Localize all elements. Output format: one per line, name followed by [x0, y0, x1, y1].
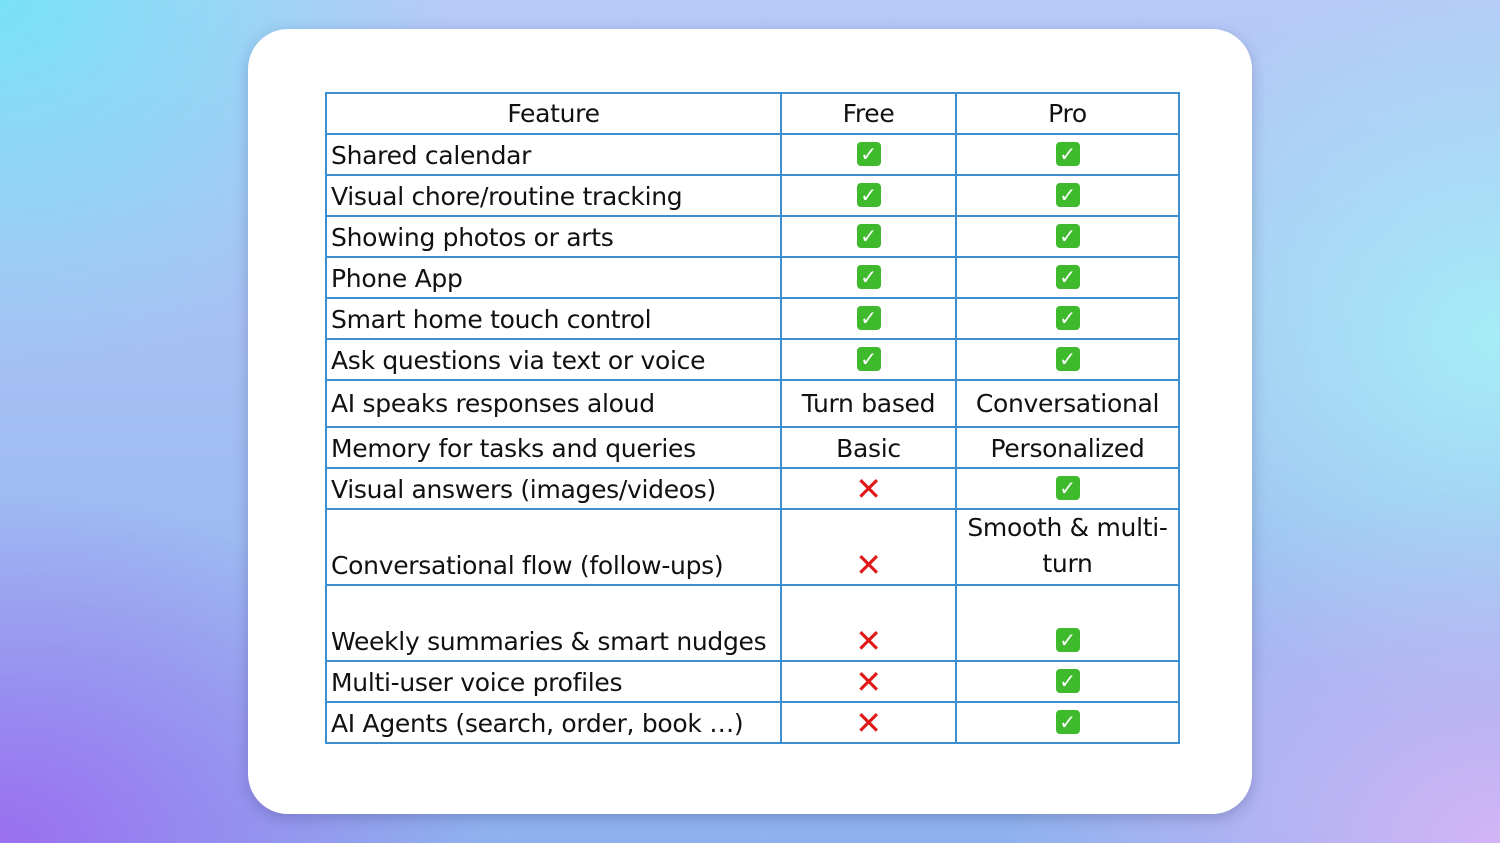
feature-cell: Shared calendar	[325, 133, 782, 176]
feature-cell: Weekly summaries & smart nudges	[325, 584, 782, 662]
header-feature: Feature	[325, 92, 782, 135]
feature-cell: Visual answers (images/videos)	[325, 467, 782, 510]
checkmark-icon: ✓	[856, 265, 881, 289]
free-cell: ✓	[780, 133, 957, 176]
checkmark-icon: ✓	[1055, 628, 1080, 652]
free-cell: ✕	[780, 508, 957, 586]
table-row: Weekly summaries & smart nudges ✕ ✓	[325, 584, 1180, 662]
checkmark-icon: ✓	[1055, 265, 1080, 289]
cross-icon: ✕	[855, 622, 882, 660]
checkmark-icon: ✓	[1055, 224, 1080, 248]
feature-cell: AI speaks responses aloud	[325, 379, 782, 428]
checkmark-icon: ✓	[1055, 142, 1080, 166]
free-cell: ✓	[780, 215, 957, 258]
pro-cell: ✓	[955, 584, 1180, 662]
checkmark-icon: ✓	[1055, 710, 1080, 734]
pro-cell: ✓	[955, 338, 1180, 381]
free-cell: Turn based	[780, 379, 957, 428]
free-cell: ✓	[780, 297, 957, 340]
free-cell: ✓	[780, 256, 957, 299]
pro-cell: Smooth & multi-turn	[955, 508, 1180, 586]
checkmark-icon: ✓	[1055, 476, 1080, 500]
feature-cell: Ask questions via text or voice	[325, 338, 782, 381]
feature-cell: Phone App	[325, 256, 782, 299]
checkmark-icon: ✓	[856, 142, 881, 166]
checkmark-icon: ✓	[1055, 183, 1080, 207]
table-row: Conversational flow (follow-ups) ✕ Smooth …	[325, 508, 1180, 586]
checkmark-icon: ✓	[856, 183, 881, 207]
free-cell: ✕	[780, 584, 957, 662]
checkmark-icon: ✓	[856, 306, 881, 330]
feature-cell: Memory for tasks and queries	[325, 426, 782, 469]
cross-icon: ✕	[855, 546, 882, 584]
table-row: Multi-user voice profiles ✕ ✓	[325, 660, 1180, 703]
table-row: Shared calendar ✓ ✓	[325, 133, 1180, 176]
feature-cell: AI Agents (search, order, book …)	[325, 701, 782, 744]
cross-icon: ✕	[855, 663, 882, 701]
pro-cell: ✓	[955, 133, 1180, 176]
comparison-card: Feature Free Pro Shared calendar ✓ ✓ Visual…	[248, 29, 1252, 814]
free-cell: ✕	[780, 467, 957, 510]
free-cell: Basic	[780, 426, 957, 469]
table-row: Ask questions via text or voice ✓ ✓	[325, 338, 1180, 381]
table-row: Smart home touch control ✓ ✓	[325, 297, 1180, 340]
header-free: Free	[780, 92, 957, 135]
free-cell: ✓	[780, 338, 957, 381]
feature-cell: Smart home touch control	[325, 297, 782, 340]
pro-cell: ✓	[955, 467, 1180, 510]
checkmark-icon: ✓	[856, 224, 881, 248]
header-pro: Pro	[955, 92, 1180, 135]
free-cell: ✓	[780, 174, 957, 217]
feature-cell: Visual chore/routine tracking	[325, 174, 782, 217]
cross-icon: ✕	[855, 704, 882, 742]
table-row: AI Agents (search, order, book …) ✕ ✓	[325, 701, 1180, 744]
feature-cell: Multi-user voice profiles	[325, 660, 782, 703]
checkmark-icon: ✓	[1055, 669, 1080, 693]
cross-icon: ✕	[855, 470, 882, 508]
pro-cell: ✓	[955, 660, 1180, 703]
header-row: Feature Free Pro	[325, 92, 1180, 135]
pro-cell: ✓	[955, 256, 1180, 299]
table-row: Showing photos or arts ✓ ✓	[325, 215, 1180, 258]
table-row: Phone App ✓ ✓	[325, 256, 1180, 299]
feature-comparison-table: Feature Free Pro Shared calendar ✓ ✓ Visual…	[325, 92, 1180, 744]
free-cell: ✕	[780, 660, 957, 703]
checkmark-icon: ✓	[1055, 347, 1080, 371]
pro-cell: Personalized	[955, 426, 1180, 469]
feature-cell: Showing photos or arts	[325, 215, 782, 258]
pro-cell: ✓	[955, 701, 1180, 744]
pro-cell: ✓	[955, 174, 1180, 217]
checkmark-icon: ✓	[1055, 306, 1080, 330]
feature-cell: Conversational flow (follow-ups)	[325, 508, 782, 586]
table-row: Visual answers (images/videos) ✕ ✓	[325, 467, 1180, 510]
table-row: AI speaks responses aloud Turn based Conve…	[325, 379, 1180, 428]
checkmark-icon: ✓	[856, 347, 881, 371]
pro-cell: Conversational	[955, 379, 1180, 428]
pro-cell: ✓	[955, 297, 1180, 340]
table-row: Memory for tasks and queries Basic Persona…	[325, 426, 1180, 469]
table-row: Visual chore/routine tracking ✓ ✓	[325, 174, 1180, 217]
free-cell: ✕	[780, 701, 957, 744]
pro-cell: ✓	[955, 215, 1180, 258]
